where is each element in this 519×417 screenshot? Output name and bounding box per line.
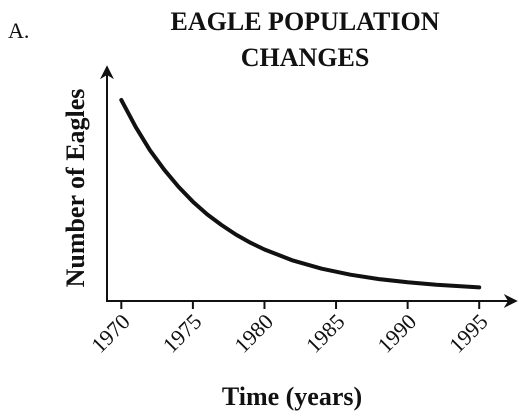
x-tick-label: 1970 bbox=[86, 309, 135, 358]
data-line bbox=[119, 98, 482, 290]
x-tick-label: 1980 bbox=[229, 309, 278, 358]
x-tick-label: 1995 bbox=[444, 309, 493, 358]
chart-title: EAGLE POPULATION bbox=[171, 7, 440, 36]
x-tick-label: 1985 bbox=[301, 309, 350, 358]
x-tick-label: 1975 bbox=[158, 309, 207, 358]
x-tick-label: 1990 bbox=[372, 309, 421, 358]
y-axis-label: Number of Eagles bbox=[61, 89, 90, 288]
annotation: A. bbox=[8, 18, 29, 43]
x-axis-label: Time (years) bbox=[222, 382, 362, 411]
chart-title: CHANGES bbox=[241, 43, 370, 72]
